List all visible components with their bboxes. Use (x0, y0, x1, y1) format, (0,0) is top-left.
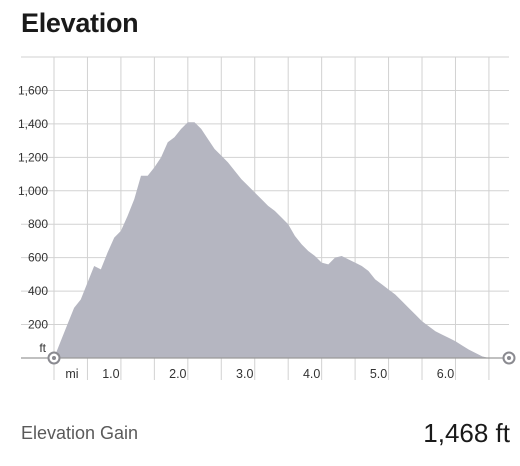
y-tick-label: 400 (28, 284, 48, 298)
x-tick-label: 5.0 (370, 367, 387, 381)
elevation-gain-row: Elevation Gain 1,468 ft (21, 416, 510, 452)
y-tick-label: 1,000 (18, 184, 48, 198)
x-axis-unit-label: mi (65, 367, 78, 381)
y-tick-label: 1,600 (18, 83, 48, 97)
elevation-area (54, 122, 509, 358)
x-tick-label: 1.0 (102, 367, 119, 381)
elevation-gain-value: 1,468 ft (423, 418, 510, 448)
y-tick-label: 600 (28, 251, 48, 265)
y-tick-label: 800 (28, 217, 48, 231)
x-tick-label: 2.0 (169, 367, 186, 381)
x-tick-label: 6.0 (437, 367, 454, 381)
y-axis-unit-label: ft (39, 341, 46, 355)
y-tick-label: 1,400 (18, 117, 48, 131)
chart-markers (47, 351, 516, 365)
y-tick-label: 1,200 (18, 150, 48, 164)
chart-area-layer (54, 122, 509, 358)
x-tick-label: 4.0 (303, 367, 320, 381)
y-tick-labels: 200 400 600 800 1,000 1,200 1,400 1,600 ft (18, 83, 48, 355)
page-title: Elevation (21, 8, 139, 38)
end-marker-dot (507, 356, 511, 360)
x-tick-labels: mi 1.0 2.0 3.0 4.0 5.0 6.0 (65, 367, 454, 381)
start-marker-dot (52, 356, 56, 360)
y-tick-label: 200 (28, 318, 48, 332)
elevation-chart: 200 400 600 800 1,000 1,200 1,400 1,600 ft mi 1.0… (18, 56, 516, 381)
x-tick-label: 3.0 (236, 367, 253, 381)
elevation-gain-label: Elevation Gain (21, 423, 139, 443)
